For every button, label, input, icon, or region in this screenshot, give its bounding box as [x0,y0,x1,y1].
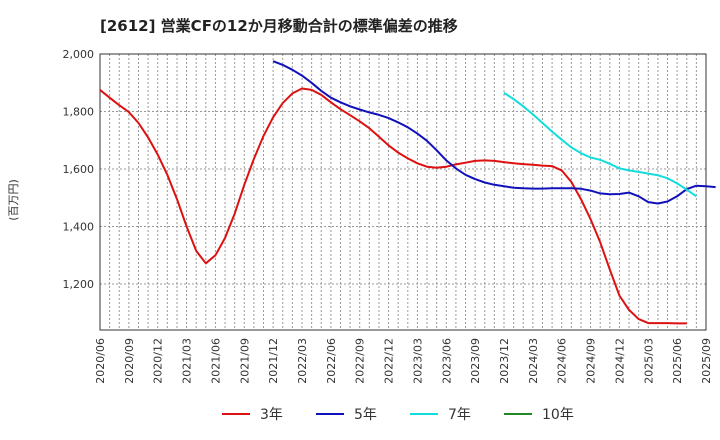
legend-label-4: 10年 [542,407,574,423]
y-tick-label: 1,800 [63,106,95,119]
y-tick-label: 1,200 [63,278,95,291]
x-tick-label: 2023/03 [411,338,424,384]
legend-label-2: 5年 [354,407,377,423]
grid [99,53,707,330]
y-axis-ticks: 2,000 1,800 1,600 1,400 1,200 [63,48,95,291]
x-tick-label: 2025/03 [642,338,655,384]
x-tick-label: 2024/09 [585,338,598,384]
legend-label-3: 7年 [448,407,471,423]
series-lines [99,60,716,325]
x-tick-label: 2025/06 [671,338,684,384]
x-tick-label: 2021/09 [238,338,251,384]
x-tick-label: 2020/06 [94,338,107,384]
x-axis-ticks: 2020/06 2020/09 2020/12 2021/03 2021/06 2021/… [94,338,713,384]
x-tick-label: 2021/03 [181,338,194,384]
x-tick-label: 2021/06 [209,338,222,384]
x-tick-label: 2022/12 [383,338,396,384]
x-tick-label: 2022/06 [325,338,338,384]
x-tick-label: 2024/03 [527,338,540,384]
y-axis-label: (百万円) [7,179,20,221]
legend-label-1: 3年 [260,407,283,423]
y-tick-label: 1,400 [63,221,95,234]
series-line-1 [99,87,687,325]
x-tick-label: 2024/06 [556,338,569,384]
x-tick-label: 2024/12 [613,338,626,384]
x-tick-label: 2022/03 [296,338,309,384]
chart-title: [2612] 営業CFの12か月移動合計の標準偏差の推移 [100,17,458,35]
y-tick-label: 2,000 [63,48,95,61]
x-tick-label: 2025/09 [700,338,713,384]
legend: 3年 5年 7年 10年 [222,407,574,423]
series-line-3 [503,91,697,198]
y-tick-label: 1,600 [63,163,95,176]
x-tick-label: 2023/09 [469,338,482,384]
plot-area [99,53,707,331]
series-line-2 [272,60,716,205]
x-tick-label: 2020/12 [152,338,165,384]
x-tick-label: 2022/09 [354,338,367,384]
x-tick-label: 2023/06 [440,338,453,384]
x-tick-label: 2023/12 [498,338,511,384]
x-tick-label: 2021/12 [267,338,280,384]
x-tick-label: 2020/09 [123,338,136,384]
